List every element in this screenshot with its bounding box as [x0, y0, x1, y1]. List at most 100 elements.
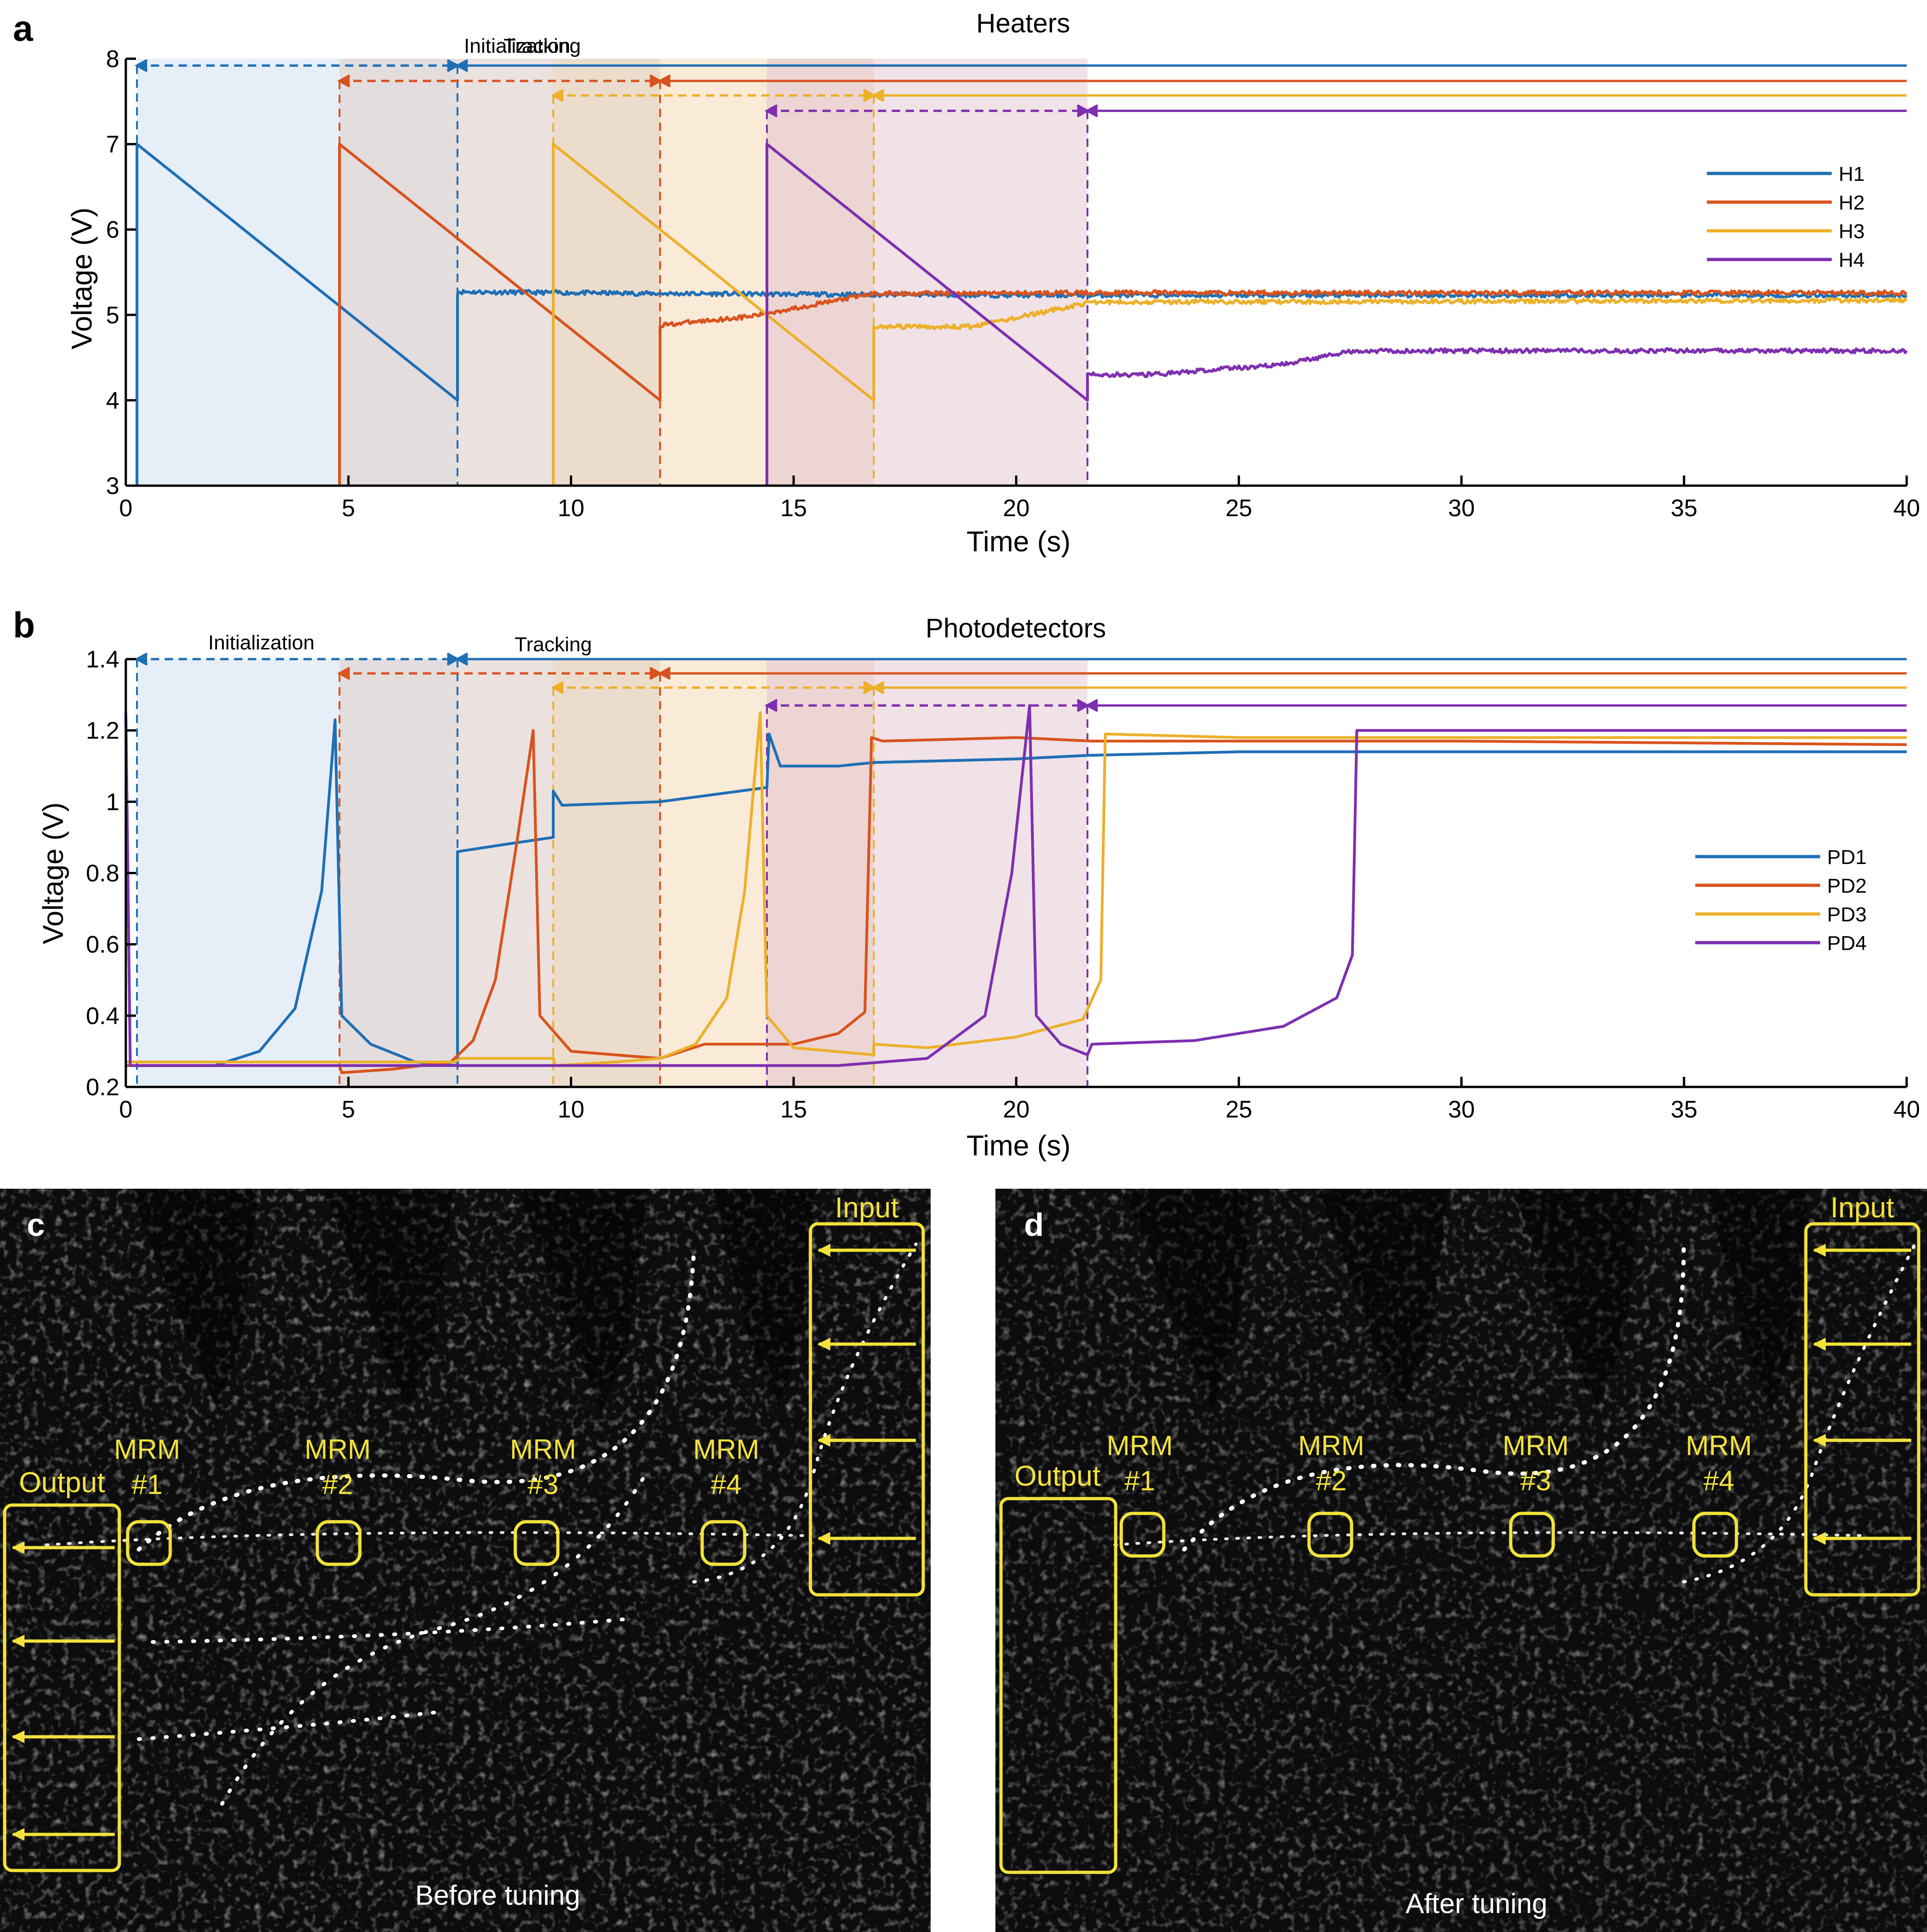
y-axis-label: Voltage (V) [66, 208, 98, 350]
y-tick-label: 5 [106, 302, 119, 329]
series-line-h2 [338, 142, 1908, 486]
tracking-arrowhead-0 [455, 652, 469, 666]
mrm-label-1: MRM [1106, 1430, 1173, 1461]
input-label: Input [1830, 1192, 1894, 1224]
x-tick-label: 5 [342, 1096, 355, 1123]
legend-label-pd2: PD2 [1827, 875, 1867, 897]
x-tick-label: 30 [1448, 1096, 1475, 1123]
y-tick-label: 0.4 [86, 1003, 119, 1030]
x-tick-label: 35 [1671, 495, 1698, 522]
x-axis-label: Time (s) [967, 526, 1071, 558]
caption: After tuning [1406, 1888, 1548, 1919]
axes: 0 5 10 15 20 25 30 35 40 3 4 5 6 7 8 [106, 46, 1920, 522]
chart-title: Photodetectors [926, 613, 1106, 643]
waveguide-bright-spots [1113, 1242, 1917, 1584]
tracking-arrowhead-1 [657, 74, 671, 88]
axes: 0 5 10 15 20 25 30 35 40 0.2 0.4 0.6 0.8 1 1.2 1.4 [86, 646, 1920, 1123]
x-tick-label: 25 [1225, 1096, 1252, 1123]
tracking-band-h1 [457, 659, 660, 1087]
legend-label-pd1: PD1 [1827, 846, 1867, 869]
x-tick-label: 25 [1225, 495, 1252, 522]
mrm-number-1: #1 [132, 1469, 163, 1500]
series-line-pd4 [124, 704, 1907, 1067]
y-axis-label: Voltage (V) [37, 802, 69, 944]
heater-shadows [130, 1189, 814, 1411]
mrm-number-2: #2 [1316, 1465, 1347, 1496]
series-group [136, 142, 1908, 486]
mrm-number-3: #3 [528, 1469, 559, 1500]
input-label: Input [835, 1192, 899, 1224]
mrm-number-4: #4 [711, 1469, 742, 1500]
series-line-h1 [136, 142, 1908, 486]
legend-label-pd4: PD4 [1827, 932, 1867, 955]
initialization-band-h4 [767, 659, 1087, 1087]
mrm-label-4: MRM [693, 1434, 759, 1465]
x-tick-label: 40 [1893, 1096, 1920, 1123]
mrm-ring-box-1 [1119, 1512, 1166, 1558]
mrm-label-3: MRM [1502, 1430, 1569, 1461]
y-tick-label: 1.4 [86, 646, 119, 673]
mrm-label-1: MRM [114, 1434, 180, 1465]
heater-shadows [1124, 1189, 1809, 1411]
phase-bands [137, 59, 1087, 486]
mrm-number-4: #4 [1704, 1465, 1735, 1496]
tracking-label: Tracking [514, 633, 592, 656]
x-tick-label: 15 [780, 1096, 807, 1123]
output-box [3, 1503, 121, 1872]
mrm-number-2: #2 [322, 1469, 353, 1500]
phase-arrows [134, 652, 1907, 1087]
speckle-texture [995, 1189, 1927, 1932]
input-box [809, 1222, 925, 1597]
x-tick-label: 40 [1893, 495, 1920, 522]
series-group [124, 704, 1907, 1074]
tracking-band-h3 [874, 659, 1087, 1087]
mrm-ring-box-3 [1509, 1512, 1555, 1558]
legend: PD1 PD2 PD3 PD4 [1695, 846, 1867, 955]
caption: Before tuning [415, 1880, 581, 1911]
input-box [1804, 1222, 1921, 1597]
tracking-label: Tracking [503, 35, 581, 57]
tracking-arrowhead-2 [871, 681, 885, 694]
x-tick-label: 30 [1448, 495, 1475, 522]
x-axis-label: Time (s) [967, 1130, 1071, 1162]
y-tick-label: 6 [106, 216, 119, 243]
legend-label-h2: H2 [1839, 191, 1865, 214]
initialization-band-h2 [340, 659, 660, 1087]
x-tick-label: 20 [1003, 495, 1030, 522]
mrm-number-1: #1 [1124, 1465, 1155, 1496]
tracking-arrowhead-1 [657, 667, 671, 680]
mrm-label-2: MRM [304, 1434, 371, 1465]
y-tick-label: 0.2 [86, 1074, 119, 1101]
y-tick-label: 4 [106, 387, 119, 414]
legend-label-h1: H1 [1839, 163, 1865, 185]
output-label: Output [1014, 1460, 1100, 1492]
y-tick-label: 3 [106, 473, 119, 500]
photodetectors-chart: b Photodetectors 0 5 10 15 20 25 30 35 400.20.40… [13, 605, 1920, 1162]
waveguide-bright-spots [45, 1242, 918, 1806]
mrm-ring-box-2 [315, 1520, 362, 1566]
tracking-band-h1 [457, 59, 660, 486]
initialization-band-h1 [137, 659, 458, 1087]
chart-title: Heaters [976, 8, 1070, 38]
speckle-texture [0, 1189, 931, 1932]
y-tick-label: 7 [106, 131, 119, 158]
x-tick-label: 0 [119, 495, 133, 522]
output-label: Output [19, 1467, 105, 1499]
mrm-label-2: MRM [1298, 1430, 1364, 1461]
tracking-arrowhead-3 [1085, 104, 1099, 117]
initialization-label: Initialization [464, 35, 570, 57]
y-tick-label: 1 [106, 789, 119, 815]
tracking-band-h3 [874, 59, 1087, 486]
y-tick-label: 1.2 [86, 717, 119, 744]
mrm-ring-box-4 [1692, 1512, 1738, 1558]
legend-label-h4: H4 [1839, 249, 1865, 272]
y-tick-label: 0.6 [86, 932, 119, 958]
mrm-label-4: MRM [1686, 1430, 1752, 1461]
y-tick-label: 8 [106, 46, 119, 73]
mrm-number-3: #3 [1520, 1465, 1551, 1496]
panel-label-b: b [13, 605, 35, 645]
